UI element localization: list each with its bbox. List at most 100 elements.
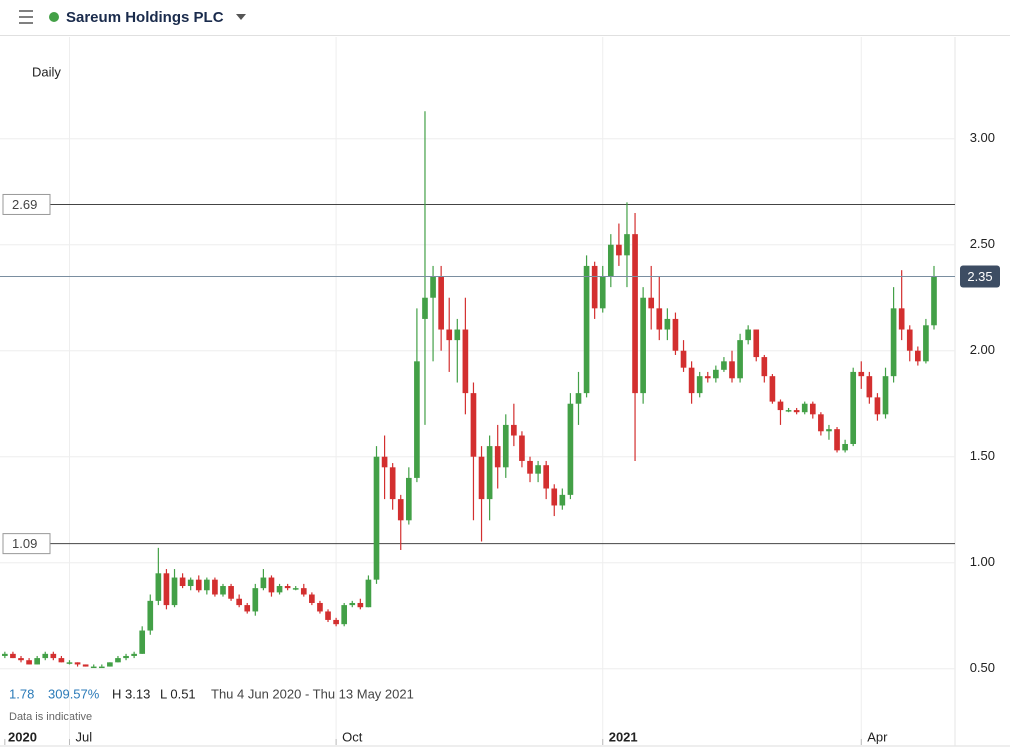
candle-body xyxy=(454,329,461,341)
candle-body xyxy=(632,234,638,394)
candle-body xyxy=(107,662,113,667)
y-tick-label: 0.50 xyxy=(970,660,995,675)
candle-body xyxy=(785,410,792,412)
candle-body xyxy=(842,443,848,451)
candle-body xyxy=(729,361,735,379)
candle-body xyxy=(357,602,364,608)
candle-body xyxy=(874,397,881,415)
candle-body xyxy=(163,573,170,606)
candle-body xyxy=(309,594,315,603)
candle-body xyxy=(834,429,840,451)
candle-body xyxy=(2,653,8,656)
candle-body xyxy=(551,488,558,506)
level-box xyxy=(2,533,51,555)
candle-body xyxy=(212,579,218,595)
candle-body xyxy=(906,329,913,351)
status-dot xyxy=(49,12,59,22)
candle-body xyxy=(713,369,719,379)
header: Sareum Holdings PLC xyxy=(0,0,1010,36)
candle-body xyxy=(389,467,396,500)
x-tick-label: 2020 xyxy=(8,729,37,744)
candle-body xyxy=(607,244,614,277)
candle-body xyxy=(616,244,622,256)
grid xyxy=(0,37,955,745)
candle-body xyxy=(688,367,695,394)
candle-body xyxy=(826,429,832,432)
instrument-title[interactable]: Sareum Holdings PLC xyxy=(66,9,224,26)
candle-body xyxy=(745,329,751,341)
header-bar: Sareum Holdings PLC xyxy=(19,9,246,26)
candle-body xyxy=(672,318,679,351)
candle-body xyxy=(519,435,525,461)
candle-body xyxy=(204,579,210,591)
candle-body xyxy=(252,588,259,612)
level-label: 1.09 xyxy=(12,536,37,551)
candle-body xyxy=(769,376,776,402)
candle-body xyxy=(753,329,760,358)
low-stat: L 0.51 xyxy=(160,686,196,701)
candle-body xyxy=(34,658,40,665)
candle-body xyxy=(405,477,412,521)
candle-body xyxy=(898,308,905,330)
candle-body xyxy=(527,460,533,474)
candle-body xyxy=(373,456,380,580)
candle-body xyxy=(74,662,81,665)
candle-body xyxy=(365,579,372,608)
candle-body xyxy=(664,318,671,330)
interval-label[interactable]: Daily xyxy=(32,64,61,79)
candle-body xyxy=(680,350,687,368)
x-tick-label: Oct xyxy=(342,729,363,744)
candle-body xyxy=(18,658,24,661)
candle-body xyxy=(591,265,598,309)
candle-body xyxy=(422,297,428,319)
x-tick-label: Jul xyxy=(75,729,92,744)
candle-body xyxy=(10,653,16,659)
candle-body xyxy=(648,297,655,309)
change: 1.78 xyxy=(9,686,34,701)
candle-body xyxy=(438,276,444,330)
candle-body xyxy=(818,414,824,432)
candle-body xyxy=(82,664,89,667)
candle-body xyxy=(244,605,251,612)
x-tick-label: 2021 xyxy=(609,729,638,744)
y-tick-label: 3.00 xyxy=(970,130,995,145)
level-label: 2.69 xyxy=(12,197,37,212)
dropdown-caret[interactable] xyxy=(236,14,246,20)
candle-body xyxy=(123,655,129,659)
y-tick-label: 2.50 xyxy=(970,236,995,251)
candle-body xyxy=(599,276,606,309)
candle-body xyxy=(284,586,291,589)
change-pct: 309.57% xyxy=(48,686,100,701)
candle-body xyxy=(656,308,663,330)
candle-body xyxy=(809,403,816,415)
candle-body xyxy=(494,446,501,468)
candle-body xyxy=(381,456,388,468)
menu-icon[interactable] xyxy=(19,10,33,24)
candle-body xyxy=(923,325,929,362)
candle-body xyxy=(42,653,49,659)
candle-body xyxy=(882,376,889,415)
candle-body xyxy=(511,424,517,436)
candle-body xyxy=(801,403,808,413)
candle-body xyxy=(98,666,105,669)
candle-body xyxy=(850,371,857,444)
candle-body xyxy=(147,600,154,631)
candle-body xyxy=(333,619,339,625)
high-stat: H 3.13 xyxy=(112,686,150,701)
candle-body xyxy=(721,361,727,370)
date-range: Thu 4 Jun 2020 - Thu 13 May 2021 xyxy=(211,686,414,701)
y-tick-label: 1.00 xyxy=(970,554,995,569)
candle-body xyxy=(300,588,307,595)
candle-body xyxy=(446,329,453,341)
candle-body xyxy=(179,577,186,587)
candle-body xyxy=(583,265,590,394)
candle-body xyxy=(915,350,921,362)
candle-body xyxy=(50,653,57,659)
candle-body xyxy=(624,234,630,256)
candle-body xyxy=(131,653,137,656)
candle-body xyxy=(171,577,178,606)
candle-body xyxy=(341,605,348,625)
candle-body xyxy=(414,361,420,478)
candle-body xyxy=(276,586,283,593)
candle-body xyxy=(260,577,267,589)
